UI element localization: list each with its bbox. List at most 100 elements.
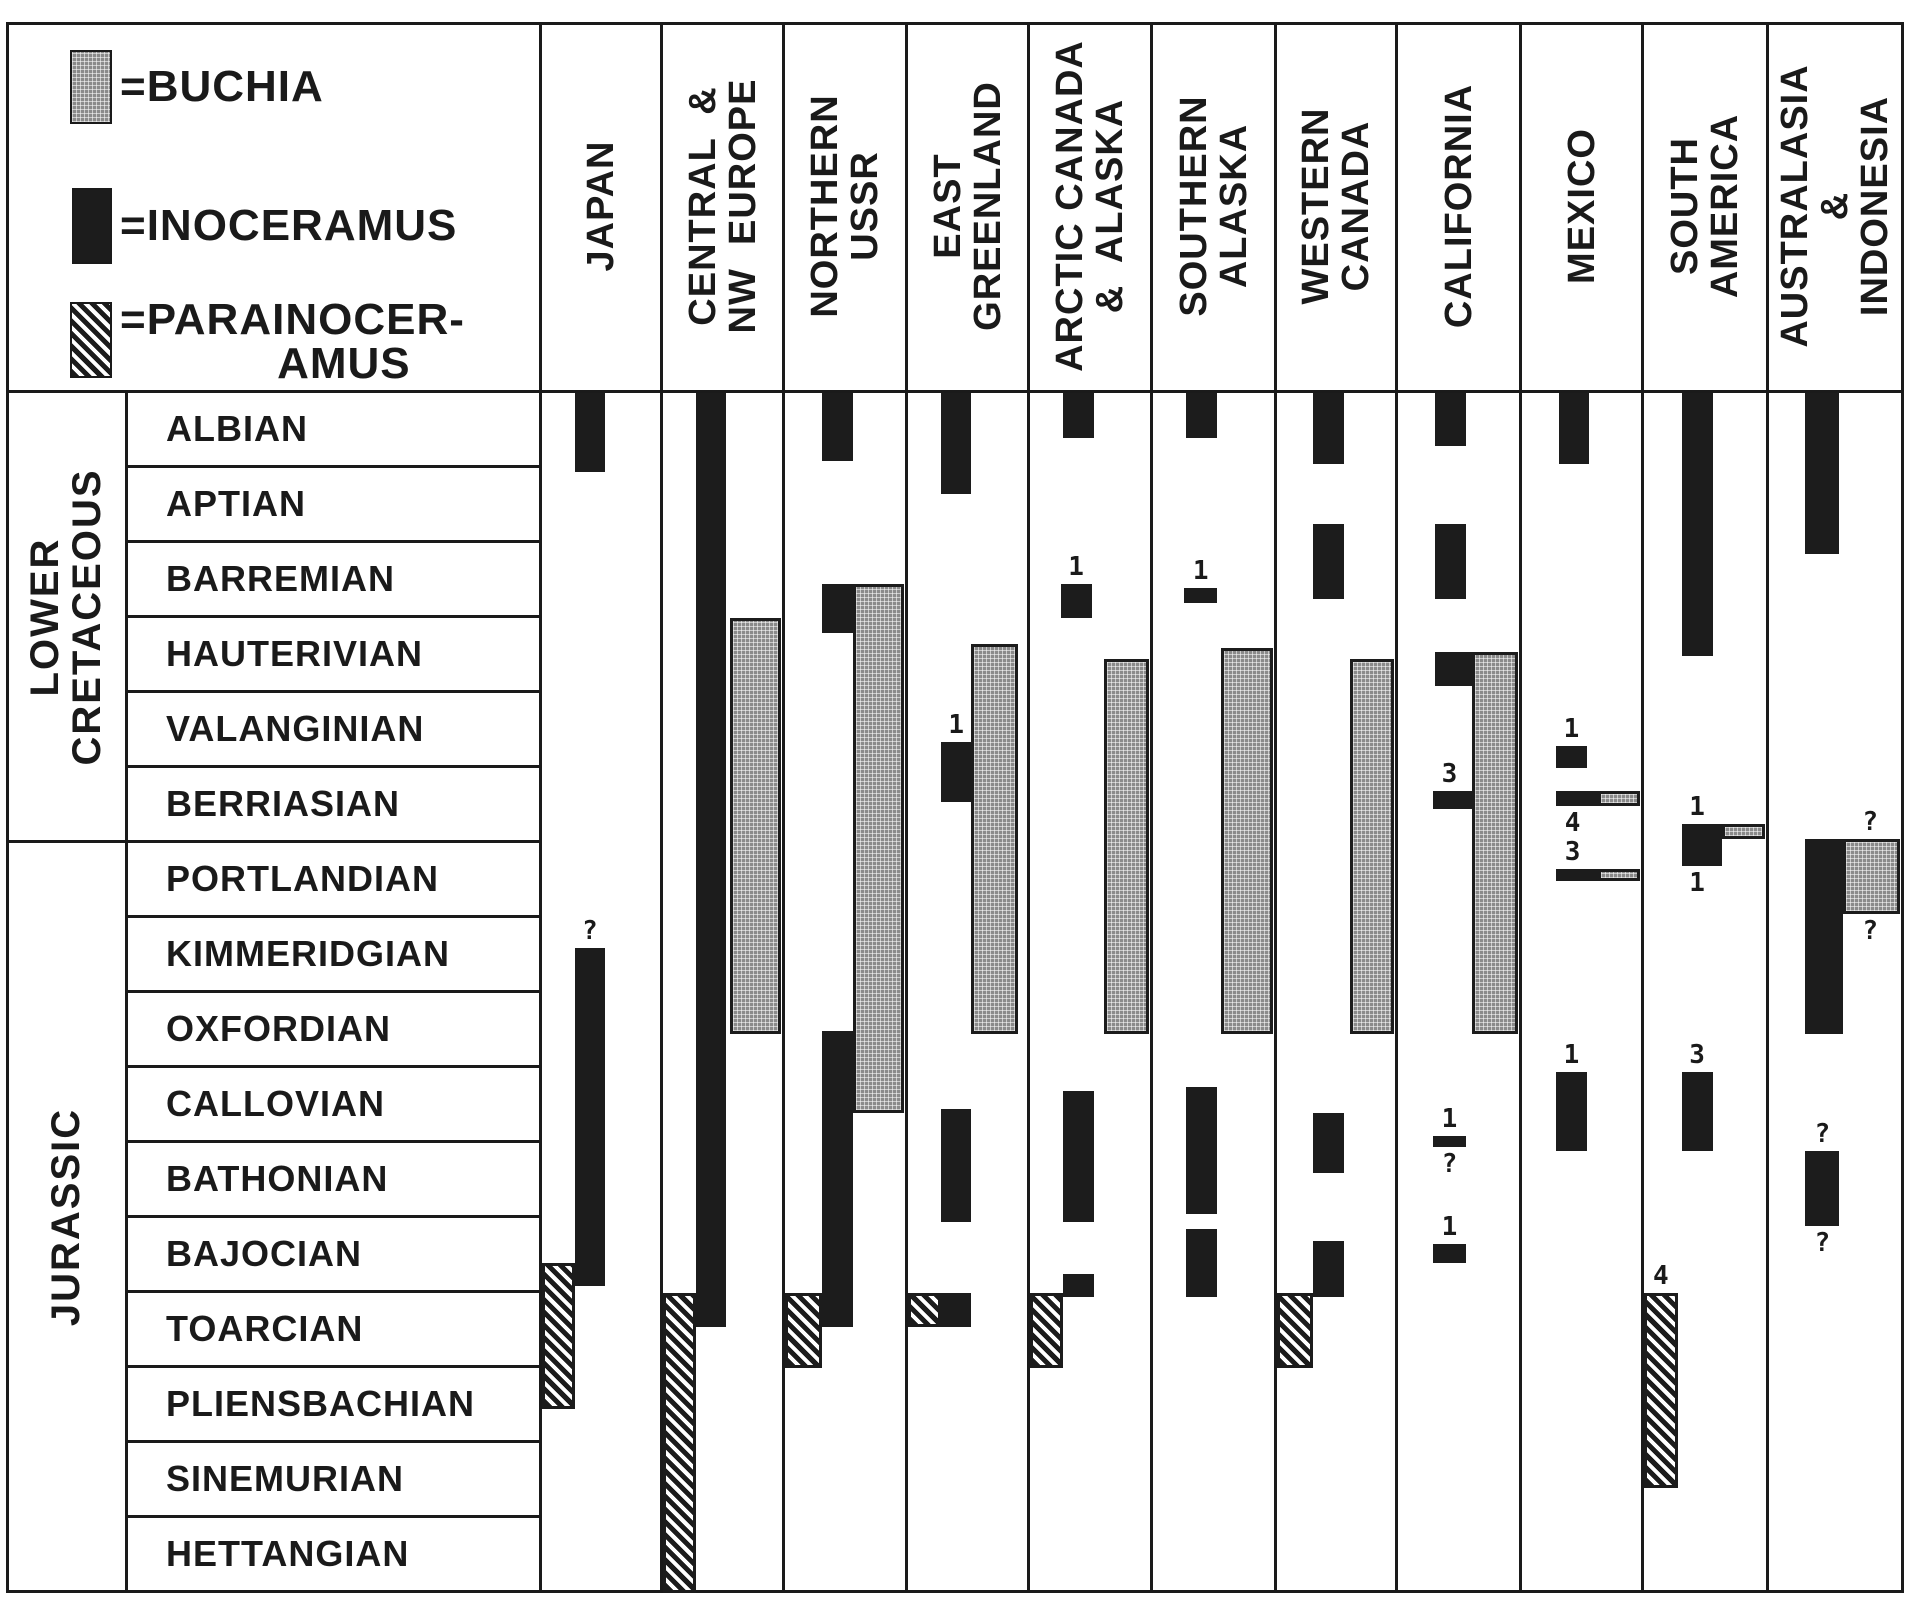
inoceramus-range-bar (1186, 1229, 1218, 1297)
legend-buchia: =BUCHIA (70, 50, 324, 124)
range-annotation: 1 (948, 709, 965, 740)
parainoceramus-range-bar (1644, 1293, 1678, 1488)
range-annotation: 4 (1564, 807, 1581, 838)
region-label: MEXICO (1560, 128, 1603, 284)
region-label: CENTRAL & NW EUROPE (681, 78, 764, 334)
region-header-australasia-indonesia: AUSTRALASIA & INDONESIA (1769, 22, 1904, 393)
stage-albian: ALBIAN (128, 393, 542, 468)
region-column-california (1398, 393, 1522, 1593)
inoceramus-range-bar (821, 1030, 853, 1327)
buchia-range-bar (730, 618, 782, 1035)
inoceramus-range-bar (1805, 393, 1840, 555)
buchia-swatch-icon (70, 50, 112, 124)
stage-aptian: APTIAN (128, 468, 542, 543)
range-annotation: 1 (1563, 713, 1580, 744)
range-annotation: 1 (1689, 792, 1705, 823)
stage-portlandian: PORTLANDIAN (128, 843, 542, 918)
legend-parainoceramus: =PARAINOCER- AMUS (70, 298, 465, 386)
inoceramus-range-bar (940, 741, 972, 802)
range-annotation: ? (581, 916, 598, 946)
legend-buchia-label: =BUCHIA (120, 62, 324, 111)
inoceramus-range-bar (1681, 824, 1722, 866)
inoceramus-range-bar (1681, 1071, 1713, 1151)
period-label: JURASSIC (43, 1107, 88, 1326)
region-column-mexico (1522, 393, 1644, 1593)
region-label: ARCTIC CANADA & ALASKA (1049, 40, 1131, 372)
region-column-arctic-canada-alaska (1030, 393, 1153, 1593)
region-column-central-nw-europe (663, 393, 785, 1593)
stage-kimmeridgian: KIMMERIDGIAN (128, 918, 542, 993)
range-annotation: 3 (1441, 758, 1458, 789)
inoceramus-range-bar (574, 393, 605, 472)
inoceramus-range-bar (940, 393, 972, 495)
stage-toarcian: TOARCIAN (128, 1293, 542, 1368)
parainoceramus-range-bar (785, 1293, 822, 1368)
parainoceramus-swatch-icon (70, 302, 112, 378)
inoceramus-range-bar (1313, 1113, 1344, 1173)
range-annotation: 1 (1068, 552, 1084, 583)
inoceramus-range-bar (1313, 1240, 1344, 1297)
inoceramus-range-bar (940, 1293, 972, 1327)
buchia-range-bar (1597, 790, 1641, 806)
inoceramus-range-bar (1681, 393, 1713, 656)
parainoceramus-range-bar (542, 1263, 575, 1410)
inoceramus-range-bar (1063, 1274, 1094, 1297)
buchia-range-bar (1221, 648, 1274, 1035)
region-header-southern-alaska: SOUTHERN ALASKA (1153, 22, 1277, 393)
inoceramus-range-bar (1063, 393, 1094, 438)
period-label: LOWER CRETACEOUS (22, 467, 109, 766)
buchia-range-bar (1843, 839, 1900, 915)
region-header-northern-ussr: NORTHERN USSR (785, 22, 908, 393)
range-annotation: ? (1814, 1118, 1831, 1149)
range-annotation: 1 (1563, 1039, 1580, 1070)
region-header-mexico: MEXICO (1522, 22, 1644, 393)
stage-berriasian: BERRIASIAN (128, 768, 542, 843)
stage-hauterivian: HAUTERIVIAN (128, 618, 542, 693)
range-annotation: 1 (1441, 1103, 1458, 1134)
inoceramus-range-bar (1558, 393, 1590, 465)
region-label: JAPAN (580, 140, 622, 272)
range-annotation: 1 (1441, 1212, 1458, 1243)
inoceramus-range-bar (1435, 651, 1473, 686)
inoceramus-range-bar (1556, 1071, 1587, 1151)
stage-oxfordian: OXFORDIAN (128, 993, 542, 1068)
inoceramus-range-bar (1060, 584, 1092, 618)
period-lower-cretaceous: LOWER CRETACEOUS (6, 393, 128, 843)
inoceramus-range-bar (1184, 588, 1218, 603)
stage-bajocian: BAJOCIAN (128, 1218, 542, 1293)
inoceramus-range-bar (1435, 393, 1467, 446)
region-header-south-america: SOUTH AMERICA (1644, 22, 1769, 393)
legend-inoceramus: =INOCERAMUS (72, 188, 457, 264)
region-header-california: CALIFORNIA (1398, 22, 1522, 393)
inoceramus-range-bar (1435, 524, 1467, 600)
buchia-range-bar (1103, 659, 1150, 1035)
buchia-range-bar (971, 644, 1018, 1035)
inoceramus-range-bar (1186, 393, 1218, 438)
region-header-western-canada: WESTERN CANADA (1277, 22, 1398, 393)
legend-parainoceramus-label: =PARAINOCER- AMUS (120, 295, 465, 388)
inoceramus-range-bar (1063, 1090, 1094, 1222)
region-column-east-greenland (908, 393, 1030, 1593)
stage-callovian: CALLOVIAN (128, 1068, 542, 1143)
inoceramus-range-bar (1805, 1150, 1840, 1226)
region-header-east-greenland: EAST GREENLAND (908, 22, 1030, 393)
region-header-japan: JAPAN (542, 22, 663, 393)
region-column-western-canada (1277, 393, 1398, 1593)
region-column-australasia-indonesia (1769, 393, 1904, 1593)
range-annotation: 4 (1653, 1261, 1669, 1291)
stage-sinemurian: SINEMURIAN (128, 1443, 542, 1518)
buchia-range-bar (1597, 869, 1641, 881)
range-annotation: ? (1862, 916, 1879, 947)
region-column-southern-alaska (1153, 393, 1277, 1593)
inoceramus-range-bar (1805, 839, 1844, 1035)
region-label: AUSTRALASIA & INDONESIA (1774, 64, 1896, 348)
buchia-range-bar (852, 584, 905, 1113)
buchia-range-bar (1349, 659, 1395, 1035)
inoceramus-range-bar (695, 393, 727, 1327)
stage-barremian: BARREMIAN (128, 543, 542, 618)
range-annotation: ? (1814, 1227, 1831, 1258)
parainoceramus-range-bar (663, 1293, 696, 1593)
period-jurassic: JURASSIC (6, 843, 128, 1593)
stage-valanginian: VALANGINIAN (128, 693, 542, 768)
range-annotation: 3 (1564, 837, 1581, 868)
